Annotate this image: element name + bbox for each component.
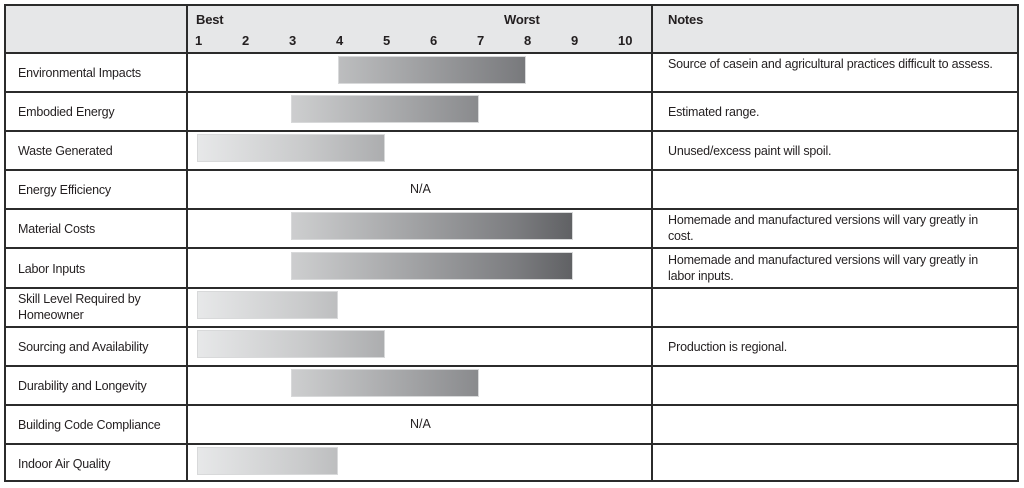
- table-row: Building Code Compliance N/A: [6, 406, 1017, 445]
- scale-tick: 2: [242, 33, 250, 48]
- table-header: Best Worst Notes 1 2 3 4 5 6 7 8 9 10: [6, 6, 1017, 54]
- row-label: Skill Level Required by Homeowner: [18, 291, 141, 322]
- scale-tick: 4: [336, 33, 344, 48]
- scale-tick: 6: [430, 33, 438, 48]
- table-row: Material Costs Homemade and manufactured …: [6, 210, 1017, 250]
- table-row: Embodied Energy Estimated range.: [6, 93, 1017, 133]
- table-row: Skill Level Required by Homeowner: [6, 289, 1017, 328]
- table-row: Sourcing and Availability Production is r…: [6, 328, 1017, 367]
- table-row: Environmental Impacts Source of casein an…: [6, 54, 1017, 94]
- range-bar: [291, 251, 573, 280]
- row-note: Source of casein and agricultural practi…: [668, 57, 993, 71]
- row-note: Homemade and manufactured versions will …: [668, 252, 978, 283]
- best-label: Best: [196, 12, 224, 27]
- range-bar: [197, 134, 385, 163]
- row-label: Sourcing and Availability: [18, 339, 149, 354]
- rating-table: Best Worst Notes 1 2 3 4 5 6 7 8 9 10 Environment…: [4, 4, 1019, 482]
- range-bar: [197, 290, 338, 319]
- table-row: Waste Generated Unused/excess paint will …: [6, 132, 1017, 172]
- column-divider-notes: [651, 6, 653, 480]
- range-bar: [291, 368, 479, 397]
- row-label: Material Costs: [18, 222, 96, 237]
- row-label: Building Code Compliance: [18, 417, 161, 432]
- scale-tick: 8: [524, 33, 532, 48]
- row-label: Durability and Longevity: [18, 378, 147, 393]
- row-label: Waste Generated: [18, 144, 113, 159]
- range-bar: [197, 447, 338, 475]
- scale-tick: 9: [571, 33, 579, 48]
- scale-tick: 3: [289, 33, 297, 48]
- row-note: Estimated range.: [668, 105, 760, 120]
- table-row: Labor Inputs Homemade and manufactured ve…: [6, 250, 1017, 289]
- scale-tick: 7: [477, 33, 485, 48]
- not-applicable-text: N/A: [410, 182, 431, 197]
- row-label: Energy Efficiency: [18, 183, 111, 198]
- range-bar: [291, 95, 479, 124]
- table-row: Durability and Longevity: [6, 367, 1017, 406]
- row-label: Indoor Air Quality: [18, 457, 111, 471]
- row-note: Production is regional.: [668, 339, 788, 354]
- scale-tick: 1: [195, 33, 203, 48]
- table-row: Indoor Air Quality: [6, 445, 1017, 484]
- not-applicable-text: N/A: [410, 416, 431, 431]
- row-note: Unused/excess paint will spoil.: [668, 144, 832, 159]
- row-note: Homemade and manufactured versions will …: [668, 213, 978, 244]
- scale-tick: 5: [383, 33, 391, 48]
- worst-label: Worst: [504, 12, 540, 27]
- notes-header: Notes: [668, 12, 704, 27]
- row-label: Environmental Impacts: [18, 66, 141, 80]
- row-label: Labor Inputs: [18, 261, 86, 276]
- row-label: Embodied Energy: [18, 105, 115, 120]
- range-bar: [197, 329, 385, 358]
- range-bar: [338, 56, 526, 84]
- range-bar: [291, 212, 573, 241]
- table-row: Energy Efficiency N/A: [6, 171, 1017, 211]
- column-divider-label: [186, 6, 188, 480]
- scale-tick: 10: [618, 33, 633, 48]
